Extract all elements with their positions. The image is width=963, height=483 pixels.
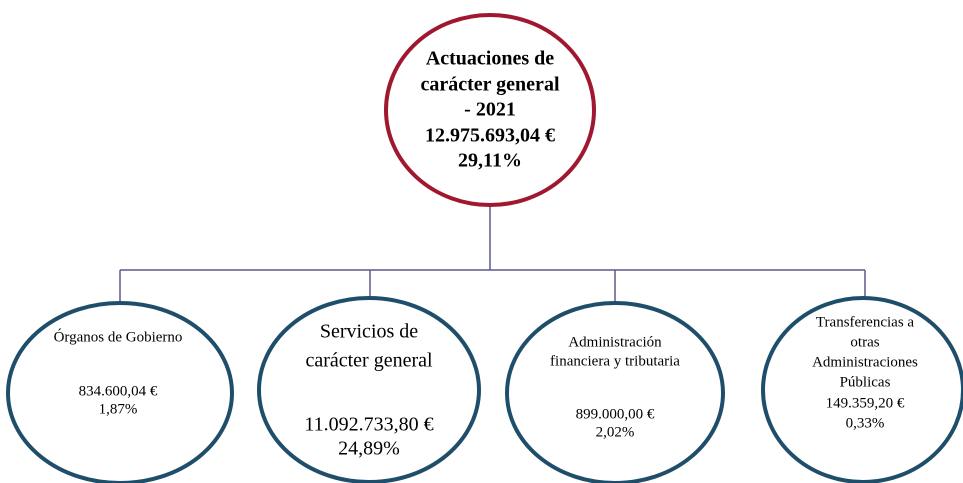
- node-label: Administración: [568, 334, 662, 350]
- node-amount: 11.092.733,80 €: [304, 414, 433, 436]
- root-node: [384, 13, 596, 207]
- node-label: otras: [850, 334, 879, 350]
- root-label: carácter general: [421, 74, 560, 96]
- child-node: [761, 296, 963, 483]
- node-amount: 899.000,00 €: [576, 406, 655, 422]
- node-label: Transferencias a: [816, 314, 915, 330]
- node-label: Órganos de Gobierno: [54, 328, 183, 345]
- node-amount: 149.359,20 €: [826, 395, 905, 411]
- root-label: - 2021: [464, 99, 516, 121]
- root-amount: 12.975.693,04 €: [425, 125, 555, 147]
- child-node: [257, 296, 481, 483]
- child-node: [6, 301, 234, 483]
- node-label: Públicas: [840, 374, 891, 390]
- root-label: Actuaciones de: [426, 48, 554, 70]
- node-amount: 834.600,04 €: [79, 383, 158, 399]
- node-label: carácter general: [305, 350, 433, 372]
- node-percent: 2,02%: [596, 424, 635, 440]
- node-label: Administraciones: [812, 354, 918, 370]
- connectors: [119, 205, 866, 303]
- root-percent: 29,11%: [458, 150, 522, 172]
- node-label: financiera y tributaria: [550, 353, 680, 369]
- node-percent: 1,87%: [99, 401, 138, 417]
- child-node: [505, 301, 725, 483]
- node-percent: 0,33%: [846, 415, 885, 431]
- node-percent: 24,89%: [338, 438, 400, 460]
- node-label: Servicios de: [320, 321, 418, 343]
